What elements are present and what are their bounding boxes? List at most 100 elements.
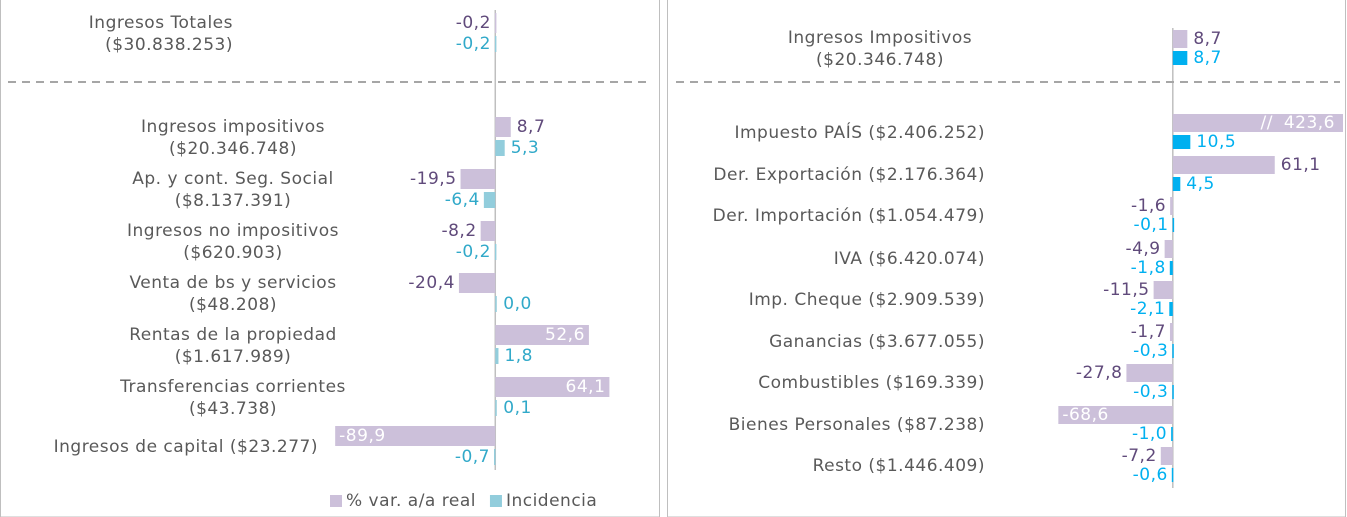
category-label: Ingresos de capital ($23.277)	[54, 437, 318, 457]
bar	[1153, 281, 1173, 299]
category-label: Der. Importación ($1.054.479)	[713, 206, 985, 226]
category-label: Impuesto PAÍS ($2.406.252)	[734, 121, 985, 143]
value-label: -1,7	[1131, 322, 1166, 342]
category-label: ($8.137.391)	[175, 191, 292, 211]
value-label: -0,2	[456, 13, 491, 33]
value-label: 0,1	[503, 398, 532, 418]
panel-frame	[667, 0, 1346, 517]
value-label: -2,1	[1130, 299, 1165, 319]
value-label: -0,2	[456, 242, 491, 262]
category-label: Ingresos no impositivos	[127, 221, 339, 241]
value-label: 52,6	[545, 325, 585, 345]
bar	[458, 273, 496, 293]
panel-frame	[0, 0, 660, 517]
value-label: -0,2	[456, 34, 491, 54]
bar	[335, 426, 496, 446]
bar	[1171, 427, 1173, 441]
bar	[1164, 240, 1173, 258]
bar	[495, 140, 505, 156]
category-label: ($1.617.989)	[175, 347, 292, 367]
bar	[495, 348, 499, 364]
value-label: -27,8	[1076, 363, 1123, 383]
bars	[335, 13, 610, 465]
category-label: Bienes Personales ($87.238)	[729, 415, 985, 435]
bar	[494, 449, 496, 465]
bar	[1169, 323, 1173, 341]
value-label: 8,7	[1193, 48, 1222, 68]
category-label: Ingresos impositivos	[141, 117, 325, 137]
bar	[1172, 344, 1174, 358]
bar	[495, 296, 497, 312]
category-label: Venta de bs y servicios	[129, 273, 336, 293]
category-label: Transferencias corrientes	[119, 377, 346, 397]
value-label: -68,6	[1062, 405, 1109, 425]
category-label: ($620.903)	[183, 243, 282, 263]
category-label: ($43.738)	[189, 399, 277, 419]
bar	[495, 117, 511, 137]
category-label: Rentas de la propiedad	[129, 325, 337, 345]
value-label: 64,1	[566, 377, 606, 397]
value-label: -0,7	[455, 447, 490, 467]
bar	[1172, 385, 1174, 399]
category-label: Ap. y cont. Seg. Social	[132, 169, 333, 189]
bar	[495, 325, 589, 345]
category-label: ($48.208)	[189, 295, 277, 315]
legend-label: % var. a/a real	[346, 491, 476, 511]
bar	[494, 36, 497, 52]
value-label: -6,4	[445, 190, 480, 210]
bar	[494, 13, 497, 33]
value-label: -7,2	[1122, 446, 1157, 466]
category-label: Ganancias ($3.677.055)	[769, 332, 985, 352]
legend-swatch	[489, 495, 502, 507]
value-label: -0,6	[1133, 465, 1168, 485]
value-label: 8,7	[517, 117, 546, 137]
bar	[494, 244, 497, 260]
value-label: -1,0	[1132, 424, 1167, 444]
bar	[1172, 30, 1188, 48]
bar	[1058, 406, 1173, 424]
legend-label: Incidencia	[506, 491, 597, 511]
category-label: ($20.346.748)	[816, 50, 944, 70]
value-label: 8,7	[1193, 29, 1222, 49]
bar	[1172, 51, 1188, 65]
value-label: -0,3	[1133, 341, 1168, 361]
category-label: ($30.838.253)	[105, 35, 233, 55]
value-label: -8,2	[441, 221, 476, 241]
bar	[460, 169, 496, 189]
value-label: 4,5	[1186, 174, 1215, 194]
bar	[1169, 261, 1173, 275]
value-label: -20,4	[408, 273, 455, 293]
bar	[1126, 364, 1173, 382]
value-label: -19,5	[410, 169, 457, 189]
category-label: Ingresos Totales	[89, 13, 233, 33]
bar	[1170, 197, 1173, 215]
value-label: 423,6	[1284, 113, 1335, 133]
bar	[1160, 447, 1173, 465]
category-label: Resto ($1.446.409)	[813, 456, 985, 476]
bar	[1171, 468, 1174, 482]
bar	[1172, 177, 1181, 191]
value-label: -1,8	[1131, 258, 1166, 278]
bars	[1058, 30, 1343, 482]
value-label: -11,5	[1103, 280, 1150, 300]
value-label: -89,9	[339, 426, 386, 446]
category-label: IVA ($6.420.074)	[834, 249, 985, 269]
value-label: 5,3	[511, 138, 540, 158]
category-label: ($20.346.748)	[169, 139, 297, 159]
category-label: Der. Exportación ($2.176.364)	[713, 165, 985, 185]
value-label: -1,6	[1131, 196, 1166, 216]
bar	[495, 377, 610, 397]
value-label: -0,1	[1133, 215, 1168, 235]
category-label: Combustibles ($169.339)	[758, 373, 985, 393]
bar	[1172, 114, 1343, 132]
value-label: 10,5	[1196, 132, 1236, 152]
bar	[1169, 302, 1173, 316]
legend-swatch	[330, 495, 342, 507]
bar	[483, 192, 496, 208]
value-label: 1,8	[504, 346, 533, 366]
category-label: Ingresos Impositivos	[788, 28, 972, 48]
category-label: Imp. Cheque ($2.909.539)	[749, 290, 985, 310]
bar	[1172, 135, 1191, 149]
bar	[1172, 156, 1275, 174]
